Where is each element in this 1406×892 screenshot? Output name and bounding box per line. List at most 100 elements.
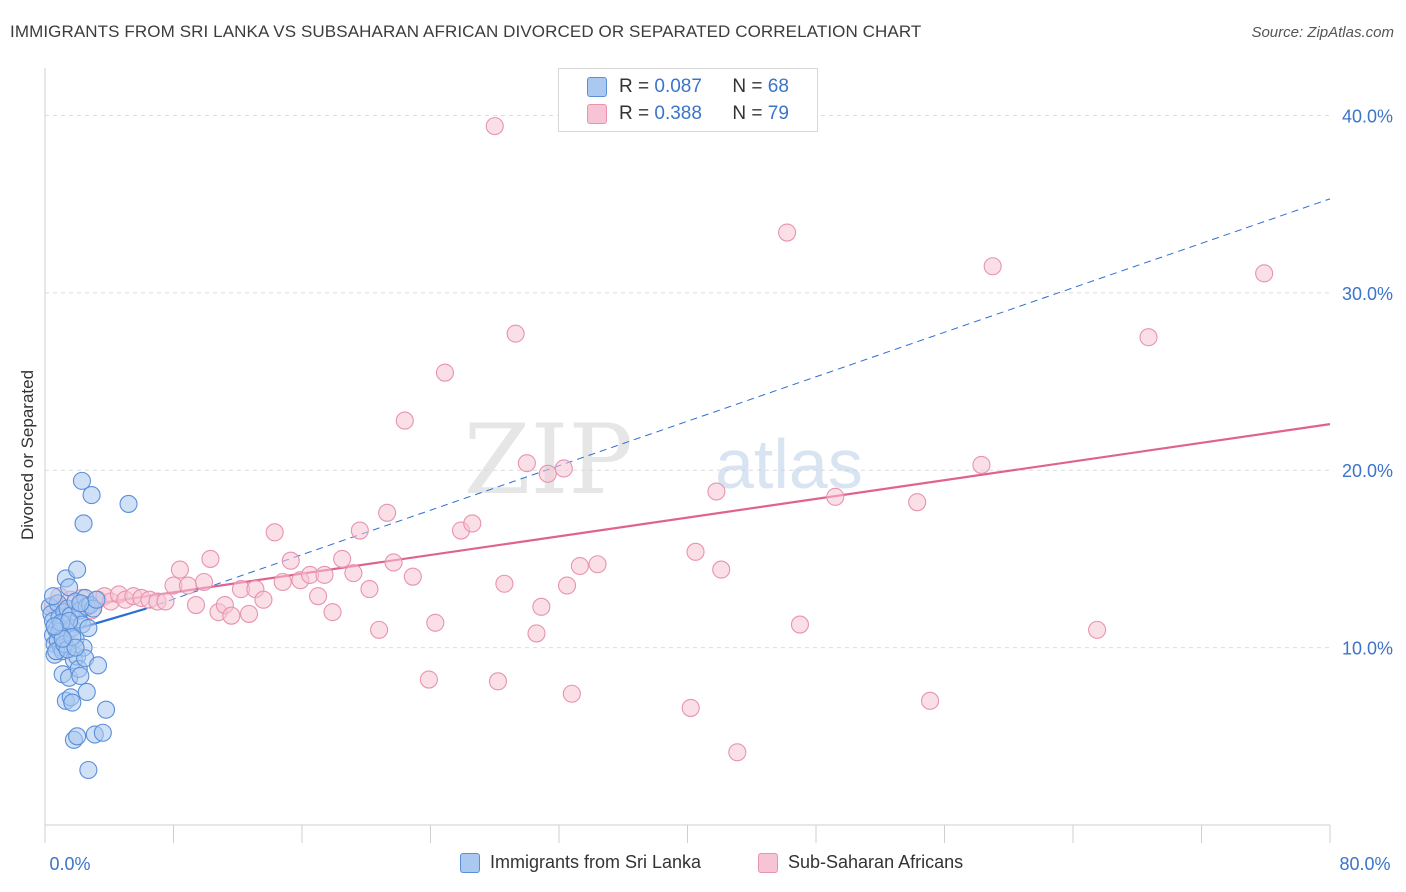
correlation-legend: R = 0.087 N = 68 R = 0.388 N = 79 bbox=[558, 68, 818, 132]
y-tick-label: 30.0% bbox=[1342, 284, 1393, 304]
x-tick-label: 80.0% bbox=[1339, 854, 1390, 874]
data-point-subsaharan bbox=[557, 576, 577, 595]
data-point-subsaharan bbox=[570, 556, 589, 576]
bottom-legend-label-subsaharan: Sub-Saharan Africans bbox=[788, 852, 964, 872]
data-point-sri-lanka bbox=[77, 682, 96, 702]
data-point-sri-lanka bbox=[68, 560, 87, 579]
data-point-subsaharan bbox=[554, 459, 573, 478]
bottom-legend-sri-lanka: Immigrants from Sri Lanka bbox=[460, 852, 701, 873]
data-point-subsaharan bbox=[156, 592, 175, 611]
data-point-subsaharan bbox=[378, 503, 397, 522]
legend-r-value: 0.388 bbox=[654, 103, 702, 124]
data-point-subsaharan bbox=[315, 565, 334, 584]
data-point-sri-lanka bbox=[63, 693, 82, 712]
chart-title: IMMIGRANTS FROM SRI LANKA VS SUBSAHARAN … bbox=[10, 22, 922, 41]
data-point-subsaharan bbox=[920, 691, 940, 710]
data-point-subsaharan bbox=[495, 574, 514, 593]
data-point-sri-lanka bbox=[88, 656, 108, 675]
data-point-sri-lanka bbox=[71, 666, 90, 686]
bottom-legend-label-sri-lanka: Immigrants from Sri Lanka bbox=[490, 852, 702, 872]
data-point-subsaharan bbox=[1088, 620, 1107, 639]
data-point-sri-lanka bbox=[68, 727, 87, 746]
legend-n-value: 68 bbox=[767, 76, 789, 97]
axes bbox=[44, 68, 1331, 843]
legend-r-label: R = bbox=[619, 103, 650, 124]
data-point-subsaharan bbox=[344, 564, 363, 583]
data-point-subsaharan bbox=[222, 606, 241, 625]
data-point-subsaharan bbox=[170, 560, 189, 579]
gridlines bbox=[45, 114, 1330, 649]
trend-lines bbox=[49, 198, 1331, 639]
data-point-subsaharan bbox=[281, 551, 300, 570]
data-point-subsaharan bbox=[186, 595, 206, 615]
y-tick-label: 40.0% bbox=[1342, 106, 1393, 126]
data-point-subsaharan bbox=[370, 620, 389, 639]
data-point-subsaharan bbox=[728, 743, 747, 762]
data-point-subsaharan bbox=[485, 117, 504, 136]
watermark-zip: ZIP bbox=[464, 404, 633, 516]
data-point-subsaharan bbox=[426, 613, 445, 632]
legend-r-value: 0.087 bbox=[654, 76, 702, 97]
y-tick-label: 10.0% bbox=[1342, 639, 1393, 659]
source-label: Source: ZipAtlas.com bbox=[1251, 24, 1394, 41]
data-point-subsaharan bbox=[1139, 328, 1158, 347]
bottom-legend-swatch-blue bbox=[460, 852, 480, 873]
data-point-subsaharan bbox=[908, 493, 927, 512]
data-points bbox=[40, 117, 1274, 780]
data-point-subsaharan bbox=[488, 672, 508, 691]
data-point-sri-lanka bbox=[79, 619, 98, 638]
data-point-sri-lanka bbox=[82, 486, 101, 505]
trend-line-subsaharan bbox=[49, 423, 1331, 612]
data-point-subsaharan bbox=[360, 580, 379, 599]
data-point-subsaharan bbox=[681, 698, 700, 717]
data-point-sri-lanka bbox=[43, 587, 63, 606]
data-point-subsaharan bbox=[790, 615, 809, 634]
data-point-subsaharan bbox=[194, 572, 214, 592]
data-point-subsaharan bbox=[1255, 264, 1274, 283]
data-point-subsaharan bbox=[309, 587, 328, 606]
data-point-subsaharan bbox=[588, 555, 607, 574]
data-point-sri-lanka bbox=[71, 594, 90, 613]
data-point-subsaharan bbox=[350, 521, 369, 540]
tick-labels: 10.0% 20.0% 30.0% 40.0% 0.0% 80.0% bbox=[49, 106, 1393, 874]
data-point-subsaharan bbox=[254, 590, 273, 609]
y-tick-label: 20.0% bbox=[1342, 461, 1393, 481]
data-point-subsaharan bbox=[826, 487, 845, 506]
data-point-subsaharan bbox=[527, 624, 546, 643]
data-point-subsaharan bbox=[435, 363, 455, 382]
bottom-legend-swatch-pink bbox=[758, 852, 778, 873]
y-axis-label: Divorced or Separated bbox=[18, 369, 37, 541]
legend-n-label: N = bbox=[732, 76, 763, 97]
legend-swatch-pink bbox=[587, 104, 607, 124]
data-point-subsaharan bbox=[333, 549, 352, 568]
data-point-sri-lanka bbox=[66, 638, 85, 657]
data-point-subsaharan bbox=[686, 542, 705, 561]
data-point-subsaharan bbox=[384, 553, 403, 572]
legend-swatch-blue bbox=[587, 77, 607, 97]
data-point-sri-lanka bbox=[93, 723, 112, 742]
data-point-subsaharan bbox=[712, 560, 731, 579]
data-point-subsaharan bbox=[506, 324, 525, 343]
data-point-subsaharan bbox=[983, 257, 1002, 276]
data-point-sri-lanka bbox=[45, 617, 64, 636]
data-point-subsaharan bbox=[562, 684, 581, 703]
data-point-subsaharan bbox=[463, 514, 482, 533]
data-point-subsaharan bbox=[517, 454, 536, 473]
data-point-sri-lanka bbox=[96, 700, 116, 719]
legend-n-value: 79 bbox=[767, 103, 789, 124]
data-point-subsaharan bbox=[403, 567, 422, 586]
x-tick-label: 0.0% bbox=[49, 854, 90, 874]
trend-line-sri-lanka bbox=[146, 198, 1331, 610]
data-point-subsaharan bbox=[532, 597, 551, 616]
data-point-subsaharan bbox=[239, 604, 259, 623]
data-point-subsaharan bbox=[972, 455, 991, 474]
data-point-subsaharan bbox=[419, 670, 438, 689]
data-point-sri-lanka bbox=[119, 494, 138, 513]
legend-row-subsaharan: R = 0.388 N = 79 bbox=[587, 102, 789, 126]
data-point-sri-lanka bbox=[72, 471, 91, 490]
data-point-sri-lanka bbox=[74, 514, 93, 533]
legend-row-sri-lanka: R = 0.087 N = 68 bbox=[587, 75, 789, 99]
legend-r-label: R = bbox=[619, 76, 650, 97]
bottom-legend-subsaharan: Sub-Saharan Africans bbox=[758, 852, 963, 873]
